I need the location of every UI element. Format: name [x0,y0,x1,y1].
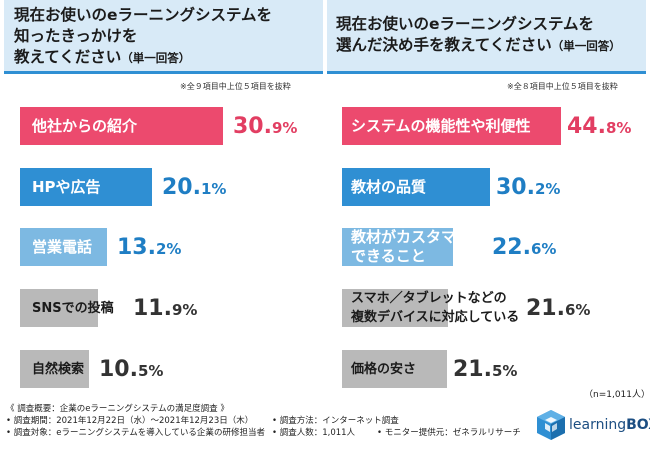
right-chart-title: 現在お使いのeラーニングシステムを 選んだ決め手を教えてください（単一回答） [336,15,621,54]
bar [20,168,152,206]
bar-label-line: 教材の品質 [351,177,427,196]
survey-respondents: • 調査人数：1,011人 [272,428,356,438]
bar [20,228,107,266]
bar-label: HPや広告 [32,178,101,197]
bar [20,350,89,388]
bar-value-decimal: 2% [155,240,182,258]
bar-value-integer: 22. [492,235,531,260]
bar-value-integer: 30. [233,114,272,139]
survey-period: • 調査期間：2021年12月22日（水）〜2021年12月23日（木） [6,416,254,426]
bar [20,289,98,327]
left-chart-title: 現在お使いのeラーニングシステムを 知ったきっかけを 教えてください（単一回答） [14,6,273,66]
right-title-background [327,0,646,74]
bar-value-integer: 10. [99,357,138,382]
survey-monitor: • モニター提供元：ゼネラルリサーチ [377,428,521,438]
bar-value-integer: 30. [496,175,535,200]
bar-value-decimal: 8% [605,119,632,137]
survey-target: • 調査対象：eラーニングシステムを導入している企業の研修担当者 [6,428,265,438]
bar [20,107,223,145]
bar-label: 他社からの紹介 [32,117,137,136]
bar-label: SNSでの投稿 [32,299,114,318]
bar-label-line: 営業電話 [32,237,93,256]
bar-label-line: できること [351,247,426,265]
learningbox-logo-text: learningBOX [569,417,650,433]
bar-label-line: システムの機能性や利便性 [351,116,531,135]
bar-label: システムの機能性や利便性 [351,117,531,136]
bar-value-decimal: 5% [491,362,518,380]
bar-label-line: 教材がカスタマイズ [351,228,486,246]
learningbox-cube-icon [537,410,565,440]
bar-value: 13.2% [117,236,181,261]
bar-value: 20.1% [162,176,226,201]
bar-label-line: 他社からの紹介 [32,116,138,135]
bar-label-line: スマホ／タブレットなどの [351,291,507,306]
bar-value: 22.6% [492,236,556,261]
bar-value: 44.8% [567,115,631,140]
bar-label: 自然検索 [32,360,84,379]
survey-method: • 調査方法：インターネット調査 [272,416,399,426]
right-chart-note: ※全８項目中上位５項目を抜粋 [507,82,618,91]
bar-value: 21.5% [453,358,517,383]
bar-label-line: SNSでの投稿 [32,300,114,316]
bar-label-line: 価格の安さ [351,361,417,377]
bar-value-decimal: 9% [271,119,298,137]
bar-value-decimal: 6% [530,240,557,258]
bar-label-line: 複数デバイスに対応している [351,310,520,325]
bar-value-integer: 11. [133,296,172,321]
bar-label: スマホ／タブレットなどの 複数デバイスに対応している [351,289,519,327]
bar-label-line: 自然検索 [32,361,85,377]
bar [342,107,561,145]
bar-value: 21.6% [526,297,590,322]
bar-value-decimal: 1% [200,180,227,198]
bar-value-decimal: 9% [171,301,198,319]
bar-value-integer: 20. [162,175,201,200]
bar [342,228,453,266]
bar-label: 営業電話 [32,238,92,257]
bar-value-decimal: 2% [534,180,561,198]
bar-value-integer: 21. [453,357,492,382]
bar-value: 11.9% [133,297,197,322]
left-title-background [4,0,323,74]
survey-title: 《 調査概要：企業のeラーニングシステムの満足度調査 》 [6,404,229,414]
bar [342,350,447,388]
bar [342,168,490,206]
bar-label-line: HPや広告 [32,177,101,196]
left-chart-note: ※全９項目中上位５項目を抜粋 [180,82,291,91]
sample-size-note: （n=1,011人） [584,390,650,400]
bar-label: 教材がカスタマイズ できること [351,228,486,266]
bar-value-decimal: 5% [137,362,164,380]
bar-value: 30.9% [233,115,297,140]
bar-label: 教材の品質 [351,178,426,197]
bar-label: 価格の安さ [351,360,416,379]
bar-value-decimal: 6% [564,301,591,319]
bar-value: 30.2% [496,176,560,201]
bar-value-integer: 13. [117,235,156,260]
bar-value-integer: 44. [567,114,606,139]
bar-value: 10.5% [99,358,163,383]
bar [342,289,448,327]
bar-value-integer: 21. [526,296,565,321]
